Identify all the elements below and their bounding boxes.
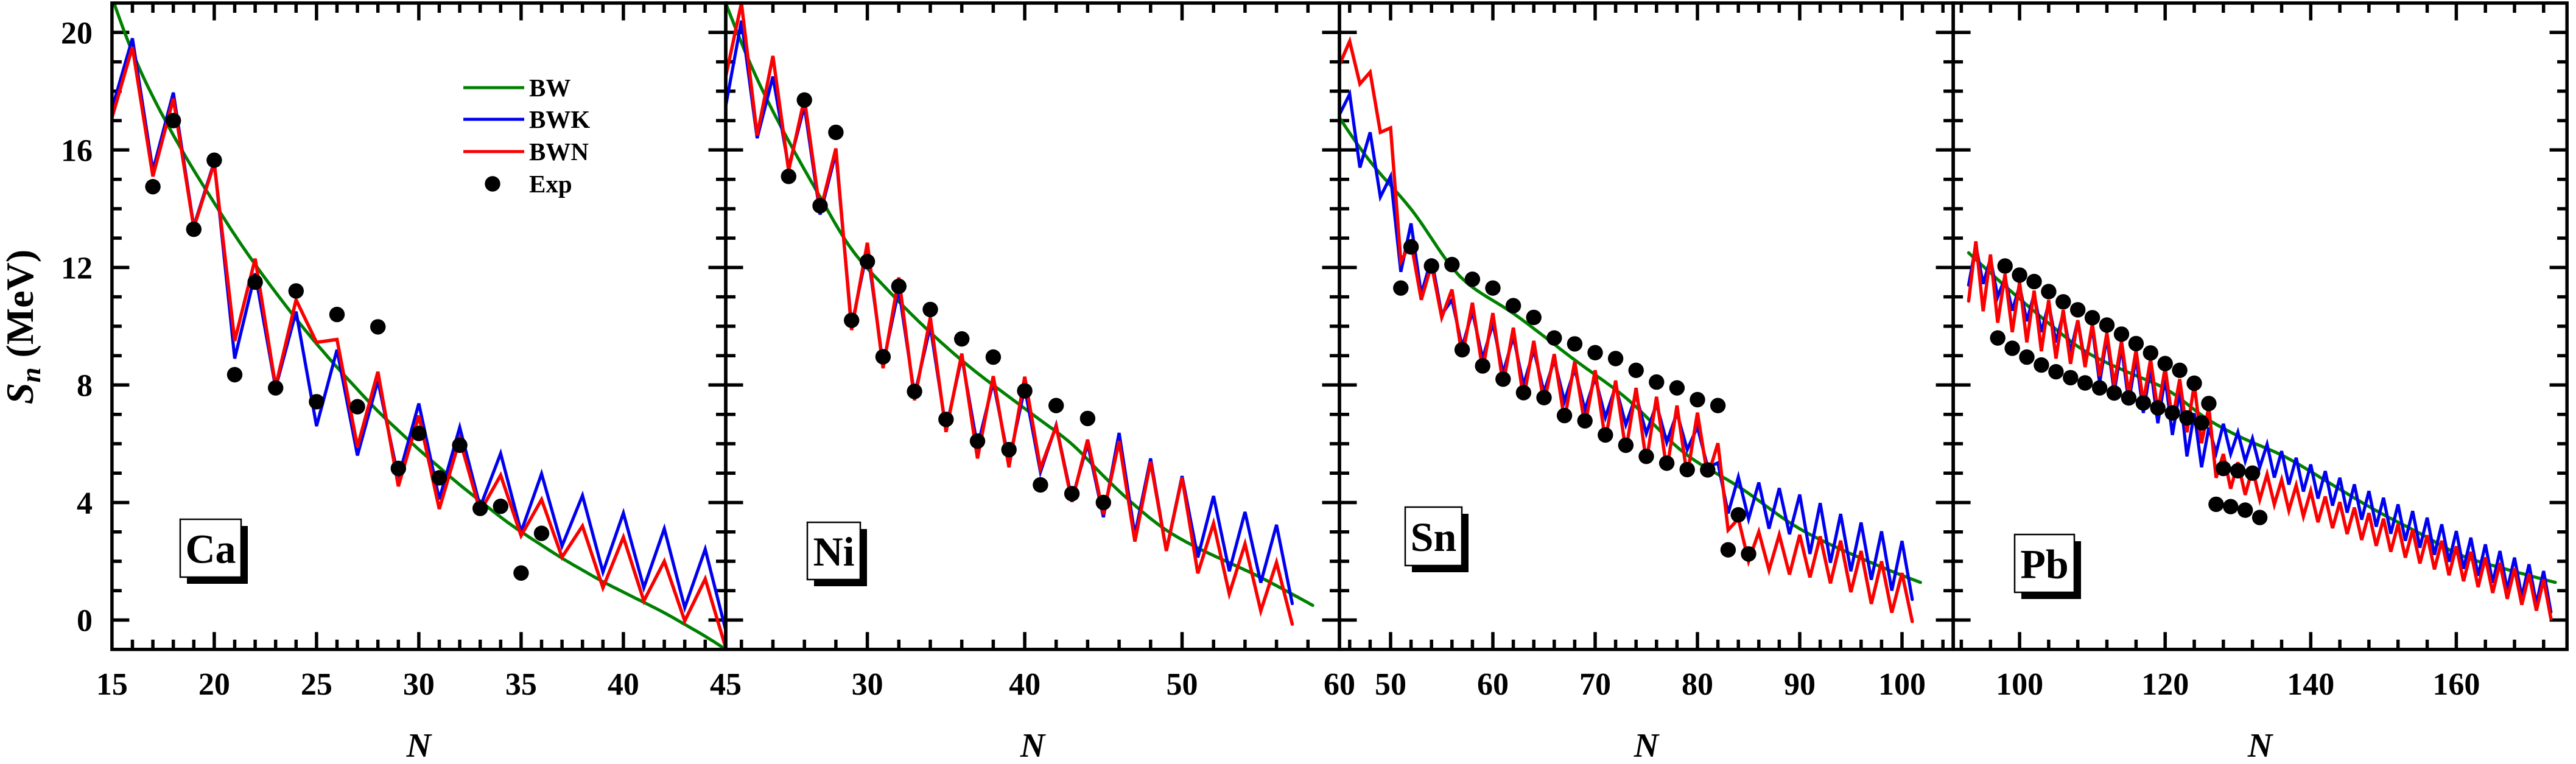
svg-text:25: 25 (301, 667, 332, 702)
svg-text:30: 30 (403, 667, 435, 702)
svg-text:50: 50 (1375, 667, 1406, 702)
svg-text:N: N (1634, 727, 1660, 761)
svg-text:N: N (1020, 727, 1047, 761)
svg-text:20: 20 (198, 667, 230, 702)
svg-text:N: N (2247, 727, 2274, 761)
svg-text:Sn: Sn (1411, 514, 1457, 560)
svg-text:45: 45 (710, 667, 742, 702)
svg-text:BWN: BWN (529, 138, 589, 166)
svg-text:4: 4 (77, 486, 93, 521)
svg-text:60: 60 (1477, 667, 1509, 702)
svg-text:8: 8 (77, 368, 93, 403)
svg-text:0: 0 (77, 604, 93, 639)
svg-text:60: 60 (1324, 667, 1355, 702)
svg-text:15: 15 (96, 667, 128, 702)
svg-text:BW: BW (529, 74, 570, 102)
svg-text:Sn (MeV): Sn (MeV) (0, 250, 46, 404)
svg-text:160: 160 (2432, 667, 2480, 702)
svg-text:100: 100 (1878, 667, 1926, 702)
svg-text:30: 30 (852, 667, 883, 702)
svg-text:100: 100 (1996, 667, 2043, 702)
svg-text:40: 40 (608, 667, 639, 702)
svg-text:N: N (406, 727, 433, 761)
svg-text:16: 16 (61, 133, 93, 168)
svg-text:120: 120 (2141, 667, 2189, 702)
svg-text:140: 140 (2287, 667, 2334, 702)
svg-text:20: 20 (61, 16, 93, 51)
svg-text:35: 35 (505, 667, 537, 702)
svg-text:40: 40 (1009, 667, 1041, 702)
svg-text:50: 50 (1167, 667, 1198, 702)
svg-text:Ca: Ca (185, 526, 236, 572)
svg-text:Ni: Ni (813, 528, 855, 575)
svg-text:Pb: Pb (2020, 541, 2068, 587)
svg-text:80: 80 (1682, 667, 1713, 702)
svg-text:BWK: BWK (529, 105, 590, 133)
svg-text:90: 90 (1784, 667, 1816, 702)
svg-text:Exp: Exp (529, 170, 572, 198)
svg-text:70: 70 (1579, 667, 1611, 702)
svg-text:12: 12 (61, 251, 93, 286)
